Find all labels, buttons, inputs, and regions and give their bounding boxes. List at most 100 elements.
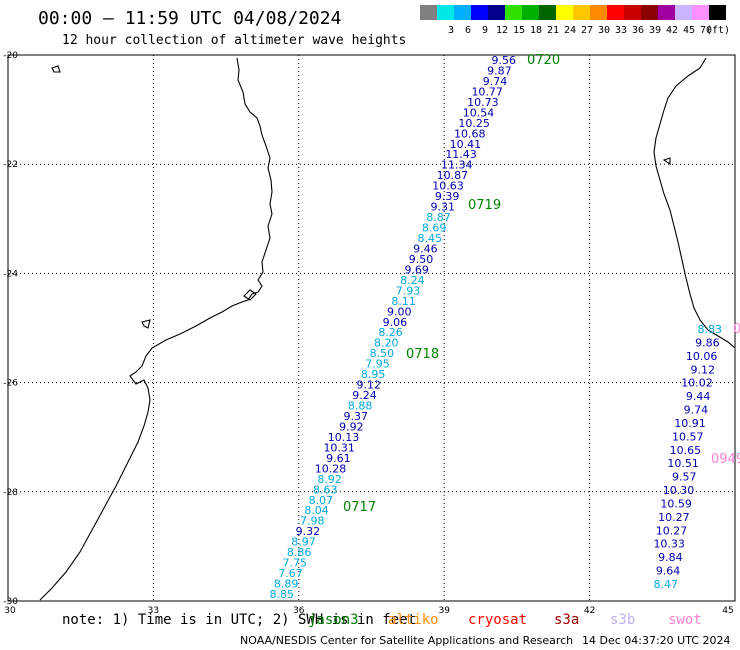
swh-value: 7.95 xyxy=(365,358,390,371)
swh-value: 10.87 xyxy=(437,169,469,182)
swh-value: 9.00 xyxy=(387,305,412,318)
legend-label: 18 xyxy=(530,25,543,36)
generation-timestamp: 14 Dec 04:37:20 UTC 2024 xyxy=(582,634,731,647)
legend-label: 45 xyxy=(683,25,696,36)
legend-swatch xyxy=(488,5,505,20)
swh-value: 9.39 xyxy=(435,190,460,203)
lat-tick-label: -22 xyxy=(3,160,18,170)
legend-label: 36 xyxy=(632,25,645,36)
swh-value: 9.44 xyxy=(686,390,711,403)
swh-value: 10.25 xyxy=(458,117,490,130)
swh-value: 9.84 xyxy=(658,551,683,564)
swh-value: 8.24 xyxy=(400,274,425,287)
legend-swatch xyxy=(437,5,454,20)
swh-value: 7.67 xyxy=(278,567,303,580)
swh-value: 10.73 xyxy=(467,96,499,109)
legend-swatch xyxy=(505,5,522,20)
swh-value: 10.30 xyxy=(663,484,695,497)
legend-swatch xyxy=(573,5,590,20)
coastline-africa xyxy=(39,57,273,601)
swh-value: 8.95 xyxy=(361,368,386,381)
legend-swatch xyxy=(590,5,607,20)
legend-label: 33 xyxy=(615,25,628,36)
legend-swatch xyxy=(539,5,556,20)
legend-swatch xyxy=(624,5,641,20)
swh-value: 10.63 xyxy=(432,180,464,193)
swh-value: 8.83 xyxy=(698,323,723,336)
pass-time-label: 0719 xyxy=(468,198,501,213)
map-grid xyxy=(8,55,735,601)
legend-swatch xyxy=(692,5,709,20)
pass-time-label: 0949 xyxy=(711,452,740,467)
swh-value: 10.51 xyxy=(667,457,699,470)
swh-value: 10.13 xyxy=(328,431,360,444)
satellite-name: s3b xyxy=(610,612,636,628)
legend-swatch xyxy=(471,5,488,20)
swh-value: 9.12 xyxy=(357,379,382,392)
swh-value: 10.06 xyxy=(686,350,718,363)
coastline-bay xyxy=(141,319,151,329)
track-jason3-b: 8.839.8610.069.1210.029.449.7410.9110.57… xyxy=(653,322,740,591)
swh-value: 10.27 xyxy=(658,511,690,524)
swh-value: 9.87 xyxy=(487,64,512,77)
lat-tick-label: -30 xyxy=(3,597,18,607)
swh-value: 9.74 xyxy=(483,75,508,88)
legend-swatch xyxy=(522,5,539,20)
legend-swatch xyxy=(454,5,471,20)
swh-value: 8.07 xyxy=(309,494,334,507)
legend-label: 6 xyxy=(465,25,472,36)
swh-value: 11.43 xyxy=(445,148,477,161)
swh-value: 8.85 xyxy=(270,588,295,601)
lat-tick-label: -20 xyxy=(3,51,18,61)
axis-labels: 30 33 36 39 42 45 -20 -22 -24 -26 -28 -30 xyxy=(3,51,733,616)
lat-tick-label: -26 xyxy=(3,379,18,389)
swh-value: 8.63 xyxy=(313,483,338,496)
swh-value: 8.47 xyxy=(654,578,679,591)
swh-value: 9.31 xyxy=(431,201,456,214)
swh-value: 9.61 xyxy=(326,452,351,465)
legend-swatch xyxy=(607,5,624,20)
swh-value: 8.26 xyxy=(378,326,403,339)
footer-note: note: 1) Time is in UTC; 2) SWH is in fe… xyxy=(62,612,417,628)
swh-value: 9.64 xyxy=(656,565,681,578)
swh-value: 9.74 xyxy=(684,404,709,417)
track-jason3-a: 9.569.879.7410.7710.7310.5410.2510.6810.… xyxy=(270,53,561,601)
pass-time-label: 0720 xyxy=(527,53,560,68)
swh-value: 8.20 xyxy=(374,337,399,350)
satellite-name: s3a xyxy=(554,612,580,628)
swh-value: 7.93 xyxy=(396,284,421,297)
lat-tick-label: -28 xyxy=(3,488,18,498)
swh-value: 8.69 xyxy=(422,222,447,235)
legend-label: 42 xyxy=(666,25,679,36)
map-title: 00:00 – 11:59 UTC 04/08/2024 xyxy=(38,8,342,29)
pass-time-label: 0717 xyxy=(343,500,376,515)
map-subtitle: 12 hour collection of altimeter wave hei… xyxy=(62,33,407,48)
swh-value: 10.91 xyxy=(674,417,706,430)
coastline-inlet xyxy=(243,289,257,301)
swh-value: 9.56 xyxy=(492,54,517,67)
legend-swatch xyxy=(709,5,726,20)
satellite-name: jason3 xyxy=(308,612,359,628)
swh-value: 9.86 xyxy=(695,336,720,349)
legend-label: 12 xyxy=(496,25,509,36)
swh-value: 8.11 xyxy=(391,295,416,308)
swh-value: 9.06 xyxy=(383,316,408,329)
swh-value: 8.45 xyxy=(418,232,443,245)
legend-label: 70 xyxy=(700,25,713,36)
pass-time-label: 0718 xyxy=(406,347,439,362)
pass-time-label: 09 xyxy=(733,322,740,337)
swh-value: 10.57 xyxy=(672,430,704,443)
swh-value: 10.28 xyxy=(315,462,347,475)
legend-label: 30 xyxy=(598,25,611,36)
swh-value: 8.97 xyxy=(291,536,316,549)
legend-label: 3 xyxy=(448,25,455,36)
legend-swatch xyxy=(658,5,675,20)
swh-value: 10.59 xyxy=(660,497,692,510)
swh-value: 10.41 xyxy=(450,138,482,151)
legend-swatch xyxy=(556,5,573,20)
lon-tick-label: 30 xyxy=(4,606,16,616)
swh-value: 9.12 xyxy=(691,363,716,376)
swh-value: 7.75 xyxy=(283,557,308,570)
lon-tick-label: 33 xyxy=(148,606,159,616)
lon-tick-label: 45 xyxy=(722,606,733,616)
